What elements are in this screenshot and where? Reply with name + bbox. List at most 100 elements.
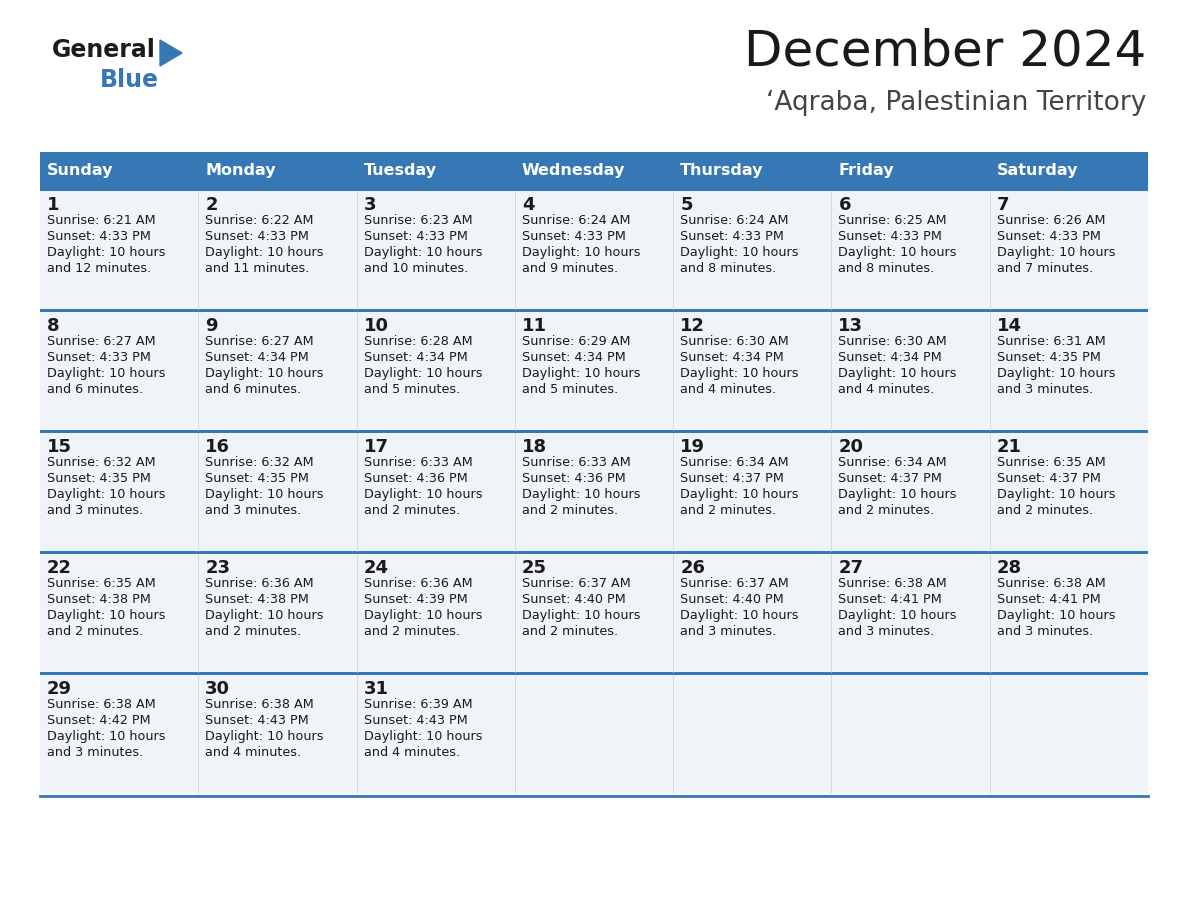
Text: and 2 minutes.: and 2 minutes. — [522, 504, 618, 517]
Text: and 11 minutes.: and 11 minutes. — [206, 262, 310, 275]
Text: Sunrise: 6:22 AM: Sunrise: 6:22 AM — [206, 214, 314, 227]
FancyBboxPatch shape — [198, 554, 356, 672]
Text: Daylight: 10 hours: Daylight: 10 hours — [997, 609, 1116, 622]
Text: Sunset: 4:33 PM: Sunset: 4:33 PM — [681, 230, 784, 243]
FancyBboxPatch shape — [990, 554, 1148, 672]
Text: 6: 6 — [839, 196, 851, 214]
Text: 4: 4 — [522, 196, 535, 214]
Text: and 9 minutes.: and 9 minutes. — [522, 262, 618, 275]
FancyBboxPatch shape — [198, 675, 356, 793]
Text: Daylight: 10 hours: Daylight: 10 hours — [206, 246, 324, 259]
Text: and 3 minutes.: and 3 minutes. — [206, 504, 302, 517]
Text: 10: 10 — [364, 317, 388, 335]
Text: Daylight: 10 hours: Daylight: 10 hours — [522, 246, 640, 259]
Text: Sunrise: 6:29 AM: Sunrise: 6:29 AM — [522, 335, 631, 348]
Text: Sunrise: 6:32 AM: Sunrise: 6:32 AM — [206, 456, 314, 469]
FancyBboxPatch shape — [40, 152, 198, 188]
Text: Daylight: 10 hours: Daylight: 10 hours — [522, 488, 640, 501]
Text: and 2 minutes.: and 2 minutes. — [839, 504, 935, 517]
Text: Sunrise: 6:24 AM: Sunrise: 6:24 AM — [681, 214, 789, 227]
Text: 28: 28 — [997, 559, 1022, 577]
Text: Daylight: 10 hours: Daylight: 10 hours — [522, 609, 640, 622]
FancyBboxPatch shape — [832, 554, 990, 672]
Text: 5: 5 — [681, 196, 693, 214]
Text: General: General — [52, 38, 156, 62]
Text: Sunset: 4:33 PM: Sunset: 4:33 PM — [522, 230, 626, 243]
Text: Sunset: 4:33 PM: Sunset: 4:33 PM — [48, 351, 151, 364]
Text: and 3 minutes.: and 3 minutes. — [997, 383, 1093, 396]
Text: Sunset: 4:34 PM: Sunset: 4:34 PM — [206, 351, 309, 364]
Text: Saturday: Saturday — [997, 162, 1079, 177]
Text: Sunrise: 6:33 AM: Sunrise: 6:33 AM — [364, 456, 473, 469]
Text: Sunrise: 6:31 AM: Sunrise: 6:31 AM — [997, 335, 1106, 348]
Text: Daylight: 10 hours: Daylight: 10 hours — [997, 246, 1116, 259]
Text: Daylight: 10 hours: Daylight: 10 hours — [48, 367, 165, 380]
Text: Sunrise: 6:34 AM: Sunrise: 6:34 AM — [839, 456, 947, 469]
Text: Sunset: 4:41 PM: Sunset: 4:41 PM — [839, 593, 942, 606]
Text: Sunset: 4:40 PM: Sunset: 4:40 PM — [522, 593, 626, 606]
Text: Sunset: 4:33 PM: Sunset: 4:33 PM — [48, 230, 151, 243]
Text: and 6 minutes.: and 6 minutes. — [206, 383, 302, 396]
Text: Daylight: 10 hours: Daylight: 10 hours — [206, 609, 324, 622]
Text: Sunset: 4:34 PM: Sunset: 4:34 PM — [681, 351, 784, 364]
Text: Monday: Monday — [206, 162, 276, 177]
Text: Daylight: 10 hours: Daylight: 10 hours — [206, 488, 324, 501]
Text: Sunrise: 6:38 AM: Sunrise: 6:38 AM — [48, 698, 156, 711]
Text: 8: 8 — [48, 317, 59, 335]
Text: Daylight: 10 hours: Daylight: 10 hours — [681, 609, 798, 622]
Text: Blue: Blue — [100, 68, 159, 92]
Text: Sunset: 4:33 PM: Sunset: 4:33 PM — [206, 230, 309, 243]
Text: Thursday: Thursday — [681, 162, 764, 177]
FancyBboxPatch shape — [514, 152, 674, 188]
Text: Daylight: 10 hours: Daylight: 10 hours — [206, 367, 324, 380]
Text: and 5 minutes.: and 5 minutes. — [364, 383, 460, 396]
Text: Sunrise: 6:36 AM: Sunrise: 6:36 AM — [206, 577, 314, 590]
Text: Sunset: 4:37 PM: Sunset: 4:37 PM — [839, 472, 942, 485]
Text: Sunset: 4:35 PM: Sunset: 4:35 PM — [997, 351, 1100, 364]
Text: Sunset: 4:37 PM: Sunset: 4:37 PM — [681, 472, 784, 485]
Text: Sunrise: 6:24 AM: Sunrise: 6:24 AM — [522, 214, 631, 227]
Text: Daylight: 10 hours: Daylight: 10 hours — [839, 367, 956, 380]
Text: Sunset: 4:38 PM: Sunset: 4:38 PM — [48, 593, 151, 606]
FancyBboxPatch shape — [990, 433, 1148, 551]
Text: Sunset: 4:41 PM: Sunset: 4:41 PM — [997, 593, 1100, 606]
Text: Sunrise: 6:38 AM: Sunrise: 6:38 AM — [997, 577, 1106, 590]
Text: 11: 11 — [522, 317, 546, 335]
Text: 27: 27 — [839, 559, 864, 577]
Text: 18: 18 — [522, 438, 546, 456]
Text: Sunset: 4:37 PM: Sunset: 4:37 PM — [997, 472, 1100, 485]
Text: 26: 26 — [681, 559, 706, 577]
Text: Sunrise: 6:27 AM: Sunrise: 6:27 AM — [206, 335, 314, 348]
Text: and 7 minutes.: and 7 minutes. — [997, 262, 1093, 275]
Text: 16: 16 — [206, 438, 230, 456]
Text: and 3 minutes.: and 3 minutes. — [681, 625, 777, 638]
Text: Daylight: 10 hours: Daylight: 10 hours — [839, 246, 956, 259]
FancyBboxPatch shape — [40, 554, 198, 672]
Text: Sunset: 4:34 PM: Sunset: 4:34 PM — [522, 351, 626, 364]
Text: and 2 minutes.: and 2 minutes. — [48, 625, 143, 638]
Text: Sunset: 4:36 PM: Sunset: 4:36 PM — [364, 472, 467, 485]
Text: 31: 31 — [364, 680, 388, 698]
FancyBboxPatch shape — [674, 433, 832, 551]
Text: and 4 minutes.: and 4 minutes. — [364, 746, 460, 759]
Text: Sunset: 4:43 PM: Sunset: 4:43 PM — [364, 714, 467, 727]
FancyBboxPatch shape — [40, 430, 1148, 433]
Text: Daylight: 10 hours: Daylight: 10 hours — [364, 609, 482, 622]
Text: Sunset: 4:34 PM: Sunset: 4:34 PM — [839, 351, 942, 364]
Text: Sunset: 4:33 PM: Sunset: 4:33 PM — [839, 230, 942, 243]
Text: Sunrise: 6:21 AM: Sunrise: 6:21 AM — [48, 214, 156, 227]
Text: and 12 minutes.: and 12 minutes. — [48, 262, 151, 275]
FancyBboxPatch shape — [674, 152, 832, 188]
Text: Sunrise: 6:35 AM: Sunrise: 6:35 AM — [997, 456, 1106, 469]
Text: Sunrise: 6:27 AM: Sunrise: 6:27 AM — [48, 335, 156, 348]
FancyBboxPatch shape — [674, 312, 832, 430]
Text: and 3 minutes.: and 3 minutes. — [48, 504, 144, 517]
Text: 15: 15 — [48, 438, 72, 456]
Text: and 4 minutes.: and 4 minutes. — [839, 383, 935, 396]
Text: 9: 9 — [206, 317, 217, 335]
Text: and 6 minutes.: and 6 minutes. — [48, 383, 143, 396]
Text: Daylight: 10 hours: Daylight: 10 hours — [206, 730, 324, 743]
Text: Daylight: 10 hours: Daylight: 10 hours — [364, 730, 482, 743]
FancyBboxPatch shape — [356, 191, 514, 309]
FancyBboxPatch shape — [356, 675, 514, 793]
